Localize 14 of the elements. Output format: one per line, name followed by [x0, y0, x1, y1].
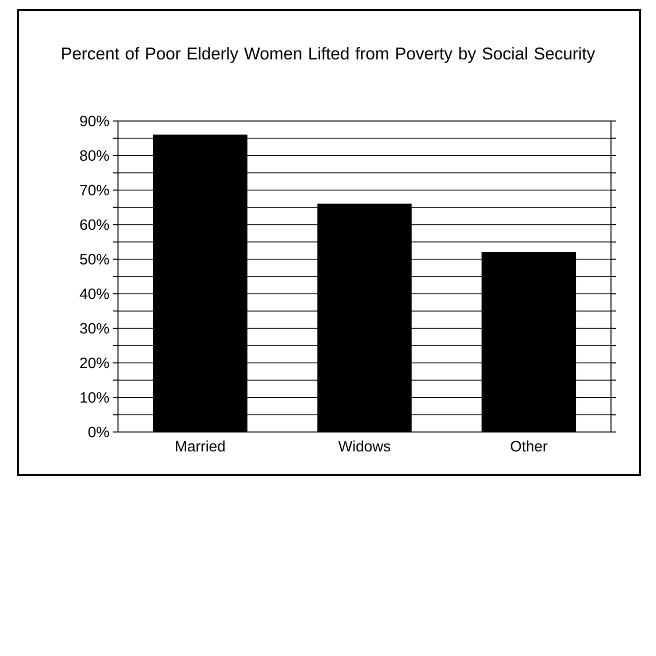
y-tick-label: 10%: [80, 392, 109, 403]
y-tick-label: 40%: [80, 288, 109, 300]
y-tick-label: 80%: [80, 150, 109, 161]
y-tick-label: 30%: [80, 323, 109, 334]
x-tick-label: Other: [510, 440, 548, 452]
x-tick-label: Widows: [338, 440, 390, 452]
y-tick-label: 20%: [80, 358, 109, 368]
y-tick-label: 60%: [80, 219, 109, 230]
y-tick-label: 70%: [80, 184, 109, 196]
y-tick-label: 0%: [88, 426, 109, 438]
y-tick-label: 50%: [80, 254, 109, 265]
x-tick-label: Married: [176, 440, 225, 452]
y-tick-label: 90%: [80, 116, 109, 126]
chart-title: Percent of Poor Elderly Women Lifted from Poverty by Social Security: [62, 47, 596, 63]
